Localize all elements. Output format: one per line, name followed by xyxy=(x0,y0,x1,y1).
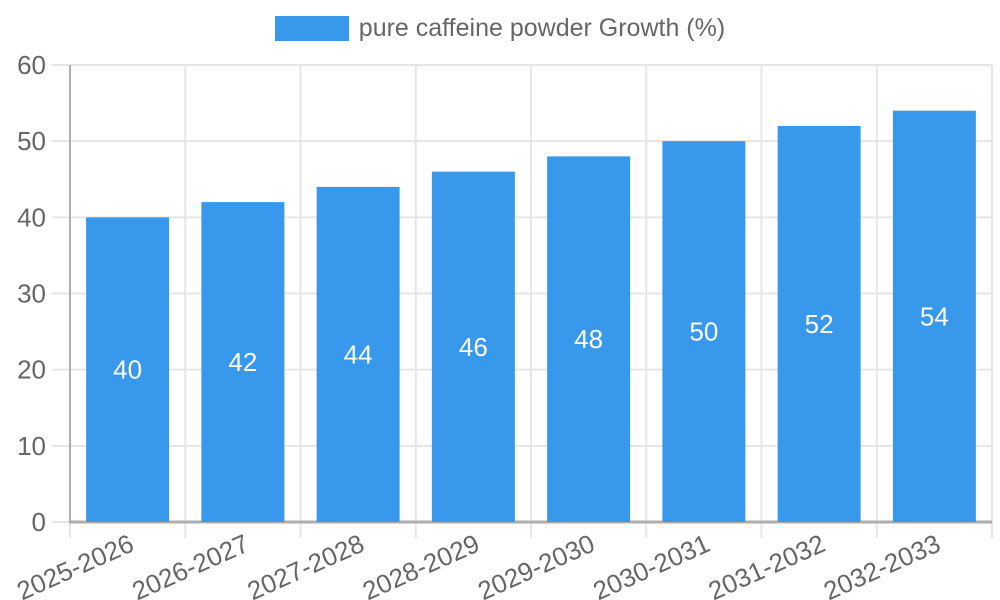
bar-value-label-2028-2029: 46 xyxy=(459,332,488,362)
bar-2032-2033[interactable] xyxy=(892,110,976,522)
y-tick-label-0: 0 xyxy=(32,507,46,537)
y-tick-label-10: 10 xyxy=(17,431,46,461)
y-tick-label-40: 40 xyxy=(17,202,46,232)
bar-value-label-2031-2032: 52 xyxy=(805,309,834,339)
bar-2027-2028[interactable] xyxy=(316,186,400,522)
bar-value-label-2027-2028: 44 xyxy=(344,339,373,369)
bar-value-label-2032-2033: 54 xyxy=(920,301,949,331)
x-tick-label-2026-2027: 2026-2027 xyxy=(128,528,254,600)
bar-2028-2029[interactable] xyxy=(431,171,515,522)
legend: pure caffeine powder Growth (%) xyxy=(0,16,1000,41)
bar-2026-2027[interactable] xyxy=(201,202,285,522)
bar-value-label-2030-2031: 50 xyxy=(689,317,718,347)
bar-2031-2032[interactable] xyxy=(777,125,861,522)
legend-swatch[interactable] xyxy=(274,16,349,41)
x-tick-label-2029-2030: 2029-2030 xyxy=(473,528,599,600)
y-tick-label-50: 50 xyxy=(17,126,46,156)
x-tick-label-2031-2032: 2031-2032 xyxy=(704,528,830,600)
y-tick-label-20: 20 xyxy=(17,355,46,385)
bar-value-label-2029-2030: 48 xyxy=(574,324,603,354)
bar-value-label-2026-2027: 42 xyxy=(228,347,257,377)
legend-label[interactable]: pure caffeine powder Growth (%) xyxy=(358,14,726,42)
y-tick-label-30: 30 xyxy=(17,279,46,309)
bar-2029-2030[interactable] xyxy=(547,156,631,522)
x-tick-label-2027-2028: 2027-2028 xyxy=(243,528,369,600)
y-tick-label-60: 60 xyxy=(17,50,46,80)
bar-value-label-2025-2026: 40 xyxy=(113,355,142,385)
x-tick-label-2025-2026: 2025-2026 xyxy=(12,528,138,600)
x-tick-label-2028-2029: 2028-2029 xyxy=(358,528,484,600)
bar-2030-2031[interactable] xyxy=(662,141,746,522)
bar-2025-2026[interactable] xyxy=(86,217,170,523)
x-tick-label-2030-2031: 2030-2031 xyxy=(589,528,715,600)
x-tick-label-2032-2033: 2032-2033 xyxy=(819,528,945,600)
